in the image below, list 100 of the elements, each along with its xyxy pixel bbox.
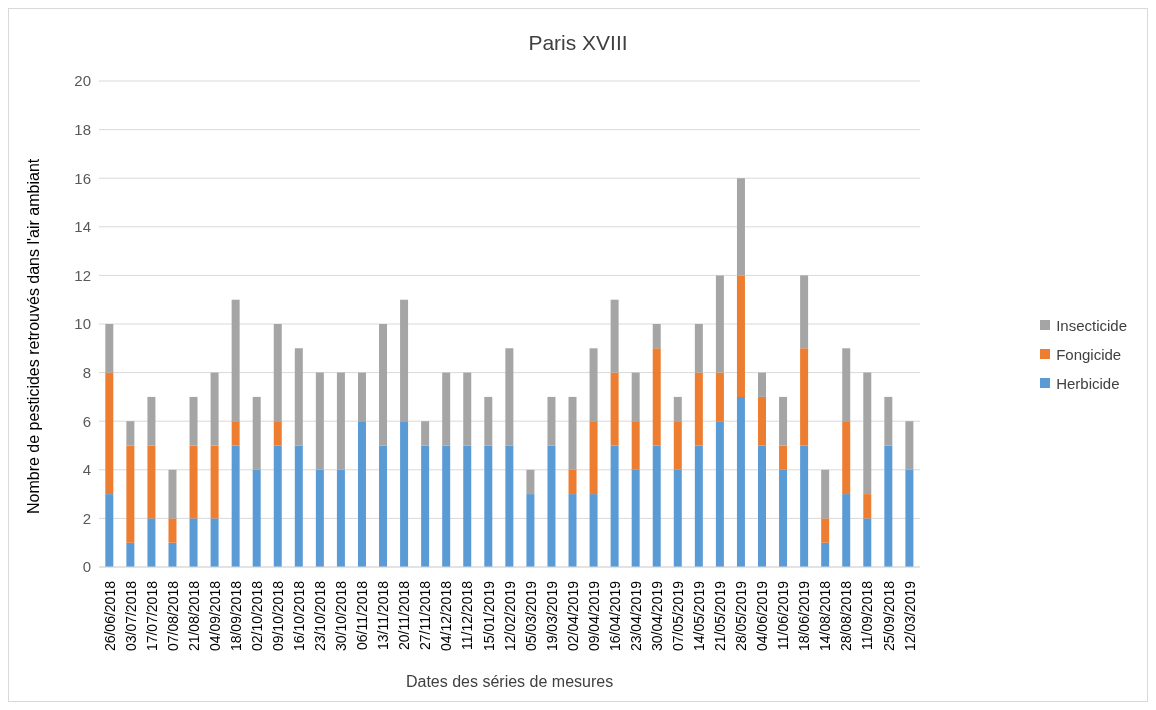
x-tick-label: 23/10/2018 — [312, 580, 329, 652]
bar — [842, 494, 851, 567]
bar — [715, 421, 724, 567]
bar — [189, 518, 198, 567]
bar — [484, 396, 493, 446]
bar — [905, 469, 914, 567]
x-axis-title: Dates des séries de mesures — [405, 673, 614, 690]
legend-label: Fongicide — [1056, 345, 1122, 363]
y-tick-label: 12 — [74, 266, 91, 284]
bar — [231, 299, 240, 422]
bar — [315, 469, 324, 567]
bar — [252, 396, 261, 470]
x-tick-label: 28/08/2018 — [838, 580, 855, 652]
bar — [210, 445, 219, 519]
y-tick-label: 14 — [74, 218, 91, 236]
x-tick-label: 09/10/2018 — [269, 580, 286, 652]
bar — [800, 348, 809, 446]
x-tick-label: 13/11/2018 — [375, 580, 392, 651]
x-tick-label: 16/04/2019 — [606, 580, 623, 652]
bar — [168, 518, 177, 543]
x-tick-label: 25/09/2018 — [880, 580, 897, 652]
x-tick-label: 30/04/2019 — [648, 580, 665, 652]
bar — [905, 421, 914, 470]
bar — [147, 396, 156, 446]
y-tick-label: 8 — [82, 363, 91, 381]
bar — [652, 445, 661, 567]
bar — [147, 445, 156, 519]
bar — [126, 542, 135, 567]
x-tick-label: 17/07/2018 — [143, 580, 160, 652]
bar — [842, 348, 851, 422]
bar — [189, 396, 198, 446]
bar — [694, 324, 703, 373]
bar — [442, 445, 451, 567]
y-tick-label: 6 — [82, 412, 91, 430]
bar — [210, 518, 219, 567]
bar — [294, 348, 303, 446]
x-tick-label: 02/04/2019 — [564, 580, 581, 652]
bar — [421, 421, 430, 446]
bar — [863, 518, 872, 567]
bar — [105, 494, 114, 567]
x-tick-label: 11/06/2019 — [775, 580, 792, 651]
bar — [652, 348, 661, 446]
x-tick-label: 19/03/2019 — [543, 580, 560, 652]
bar — [463, 445, 472, 567]
y-tick-label: 20 — [74, 72, 91, 90]
bar — [673, 421, 682, 470]
bar — [736, 396, 745, 567]
bar — [400, 421, 409, 567]
bar — [779, 469, 788, 567]
bar — [168, 542, 177, 567]
bar — [526, 469, 535, 495]
bar — [631, 421, 640, 470]
x-tick-label: 04/12/2018 — [438, 580, 455, 652]
bar — [273, 421, 282, 446]
bar — [547, 396, 556, 446]
bar — [673, 396, 682, 422]
bar — [505, 348, 514, 446]
bar — [884, 445, 893, 567]
bar — [884, 396, 893, 446]
bar — [800, 445, 809, 567]
x-tick-label: 04/06/2019 — [754, 580, 771, 652]
bar — [610, 445, 619, 567]
bar — [863, 372, 872, 495]
x-tick-label: 02/10/2018 — [248, 580, 265, 652]
legend-label: Insecticide — [1056, 316, 1127, 334]
x-tick-label: 16/10/2018 — [291, 580, 308, 652]
bar — [484, 445, 493, 567]
bar — [652, 324, 661, 349]
x-tick-label: 20/11/2018 — [396, 580, 413, 651]
bar — [231, 421, 240, 446]
bar — [400, 299, 409, 422]
bar — [715, 372, 724, 422]
bar — [821, 518, 830, 543]
x-tick-label: 18/06/2019 — [796, 580, 813, 652]
bar — [610, 372, 619, 446]
bar — [736, 178, 745, 276]
bar — [821, 542, 830, 567]
y-axis-title: Nombre de pesticides retrouvés dans l'air ambiant — [24, 158, 42, 514]
y-tick-label: 2 — [82, 509, 91, 527]
x-tick-label: 07/05/2019 — [670, 580, 686, 652]
bar — [126, 445, 135, 543]
x-tick-label: 21/08/2018 — [185, 580, 202, 652]
y-tick-label: 4 — [82, 461, 91, 479]
x-tick-label: 30/10/2018 — [333, 580, 350, 652]
bar — [631, 469, 640, 567]
bar — [336, 469, 345, 567]
bar — [252, 469, 261, 567]
bar — [694, 372, 703, 446]
y-tick-label: 16 — [74, 169, 91, 187]
x-tick-label: 14/08/2018 — [817, 580, 834, 652]
bar — [315, 372, 324, 470]
bar — [568, 396, 577, 470]
bar — [547, 445, 556, 567]
bar — [673, 469, 682, 567]
bar — [273, 324, 282, 422]
y-tick-label: 18 — [74, 120, 91, 138]
x-tick-label: 11/09/2018 — [859, 580, 876, 651]
bar — [568, 469, 577, 495]
bar — [421, 445, 430, 567]
bar — [105, 372, 114, 495]
